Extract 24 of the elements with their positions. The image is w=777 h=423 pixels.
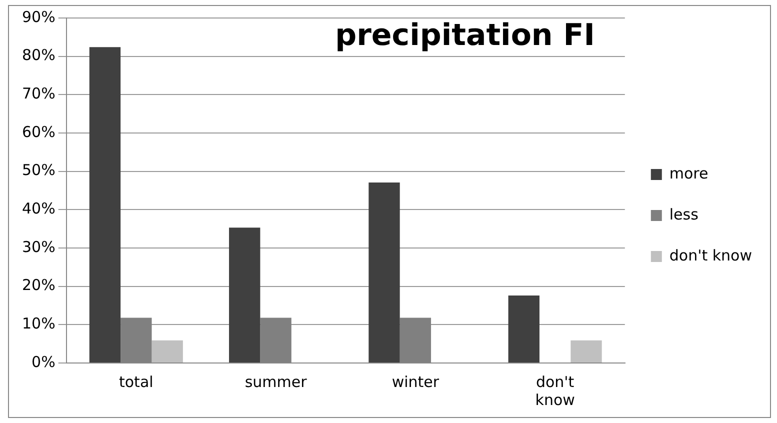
y-tick-label: 0% [32,352,56,371]
y-tick-label: 50% [22,161,56,180]
bar [152,340,183,362]
x-tick-label: don't know [535,372,575,409]
x-tick-label: total [119,372,154,391]
bar [570,340,602,362]
chart-title: precipitation FI [335,18,595,53]
x-tick-label: summer [244,372,308,391]
y-tick-label: 30% [22,238,56,256]
y-tick-label: 40% [22,200,56,218]
x-tick-label: winter [392,372,440,391]
bar [89,47,121,362]
bar [508,296,540,362]
y-tick-label: 90% [22,8,56,26]
legend-label: more [669,164,708,182]
bar [229,228,260,362]
legend-label: don't know [669,246,752,264]
y-tick-label: 60% [22,122,56,141]
y-tick-label: 10% [22,314,56,333]
y-tick-label: 20% [22,276,56,294]
y-tick-label: 80% [22,46,56,64]
y-tick-label: 70% [22,84,56,103]
legend-label: less [669,205,699,224]
bar [368,182,400,362]
